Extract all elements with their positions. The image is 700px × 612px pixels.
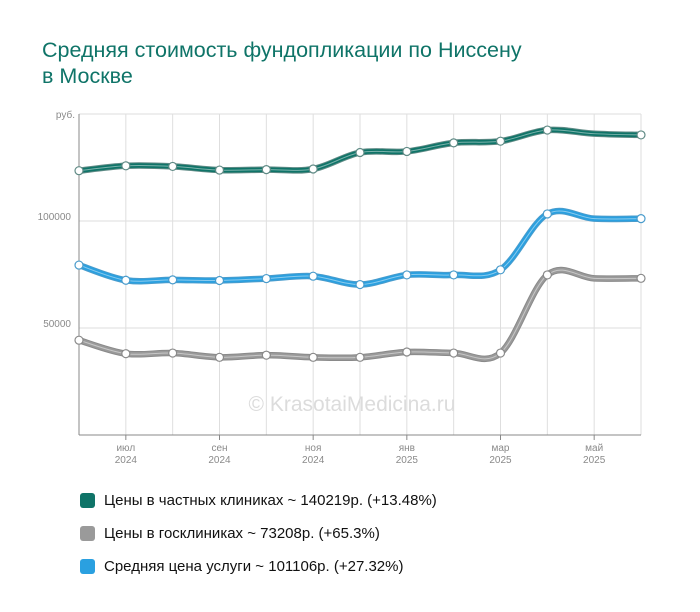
axes: руб.50000100000июл2024сен2024ноя2024янв2… bbox=[38, 109, 641, 466]
x-tick-label-month: мар bbox=[492, 443, 510, 454]
data-point bbox=[449, 270, 459, 280]
data-point bbox=[168, 161, 178, 172]
data-point bbox=[542, 125, 552, 135]
x-tick-label-month: июл bbox=[116, 443, 135, 454]
x-tick-label-year: 2024 bbox=[208, 455, 231, 466]
data-point bbox=[636, 214, 646, 224]
y-axis-unit-label: руб. bbox=[56, 109, 75, 121]
legend-item-private[interactable]: Цены в частных клиниках ~ 140219р. (+13.… bbox=[80, 484, 437, 517]
y-tick-label: 50000 bbox=[43, 319, 71, 330]
x-tick-label-year: 2025 bbox=[583, 455, 606, 466]
data-point bbox=[402, 347, 412, 357]
chart-title-line-1: Средняя стоимость фундопликации по Ниссе… bbox=[42, 38, 522, 62]
data-point bbox=[449, 348, 459, 358]
data-point bbox=[74, 260, 84, 270]
y-tick-label: 100000 bbox=[38, 212, 72, 223]
data-point bbox=[168, 275, 178, 285]
data-point bbox=[355, 352, 365, 362]
data-point bbox=[542, 270, 552, 280]
data-point bbox=[495, 265, 506, 275]
x-tick-label-year: 2024 bbox=[302, 455, 325, 466]
data-point bbox=[402, 270, 412, 280]
legend-swatch-private bbox=[80, 493, 95, 508]
x-tick-label-month: сен bbox=[211, 443, 227, 454]
data-point bbox=[168, 348, 178, 358]
data-point bbox=[495, 136, 506, 146]
data-point bbox=[495, 348, 506, 358]
data-point bbox=[261, 273, 271, 284]
chart-title: Средняя стоимость фундопликации по Ниссе… bbox=[42, 37, 662, 89]
data-point bbox=[74, 166, 84, 176]
data-point bbox=[542, 209, 552, 219]
legend-label-average: Средняя цена услуги ~ 101106р. (+27.32%) bbox=[104, 558, 404, 575]
x-tick-label-month: май bbox=[585, 443, 603, 454]
data-point bbox=[121, 161, 131, 171]
watermark: © KrasotaiMedicina.ru bbox=[249, 393, 456, 416]
data-point bbox=[214, 275, 225, 286]
x-tick-label-year: 2025 bbox=[396, 455, 419, 466]
data-point bbox=[121, 349, 131, 359]
legend-item-public[interactable]: Цены в госклиниках ~ 73208р. (+65.3%) bbox=[80, 517, 437, 550]
data-point bbox=[261, 165, 271, 175]
grid bbox=[79, 113, 642, 435]
data-point bbox=[308, 271, 318, 281]
data-point bbox=[308, 164, 318, 174]
legend-label-private: Цены в частных клиниках ~ 140219р. (+13.… bbox=[104, 492, 437, 509]
data-point bbox=[355, 147, 365, 158]
legend-swatch-public bbox=[80, 526, 95, 541]
legend-item-average[interactable]: Средняя цена услуги ~ 101106р. (+27.32%) bbox=[80, 550, 437, 583]
legend: Цены в частных клиниках ~ 140219р. (+13.… bbox=[80, 484, 437, 583]
data-point bbox=[636, 273, 646, 283]
data-point bbox=[308, 352, 318, 362]
x-tick-label-month: янв bbox=[399, 443, 415, 454]
data-point bbox=[74, 335, 84, 345]
data-point bbox=[636, 130, 646, 140]
line-chart: руб.50000100000июл2024сен2024ноя2024янв2… bbox=[38, 109, 646, 466]
chart-title-line-2: в Москве bbox=[42, 64, 133, 88]
legend-swatch-average bbox=[80, 559, 95, 574]
data-point bbox=[355, 279, 365, 290]
data-point bbox=[261, 350, 271, 360]
data-point bbox=[214, 352, 225, 362]
data-point bbox=[121, 275, 131, 285]
data-point bbox=[449, 138, 459, 148]
x-tick-label-month: ноя bbox=[305, 443, 322, 454]
data-point bbox=[214, 165, 225, 175]
legend-label-public: Цены в госклиниках ~ 73208р. (+65.3%) bbox=[104, 525, 380, 542]
x-tick-label-year: 2024 bbox=[115, 455, 138, 466]
x-tick-label-year: 2025 bbox=[489, 455, 512, 466]
data-points bbox=[74, 125, 646, 362]
data-point bbox=[402, 146, 412, 157]
